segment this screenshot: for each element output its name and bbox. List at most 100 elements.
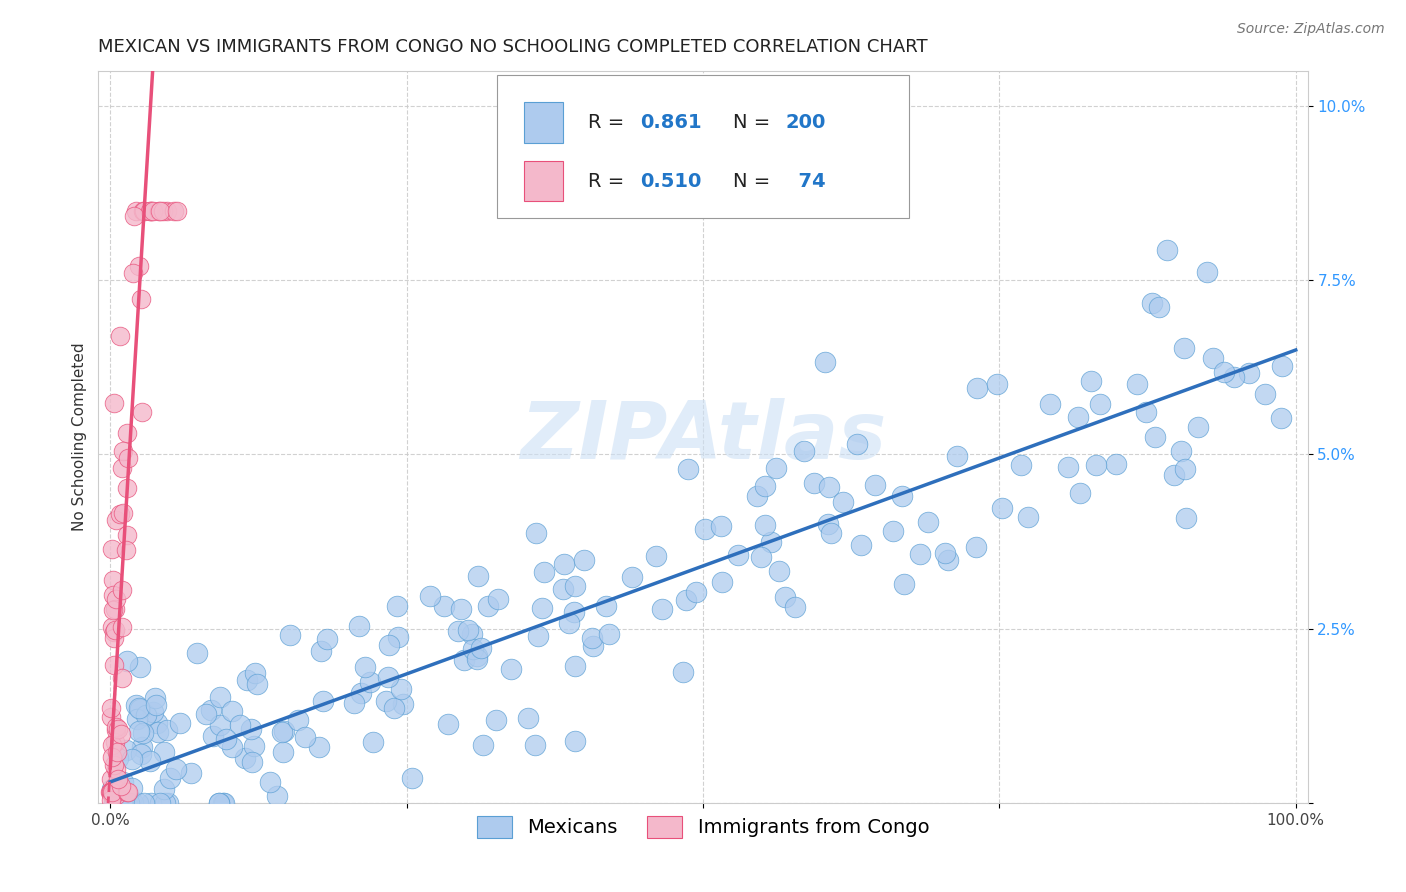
Point	[582, 639, 605, 653]
Point	[117, 451, 139, 466]
Point	[294, 730, 316, 744]
Point	[115, 654, 138, 668]
Point	[467, 569, 489, 583]
Point	[107, 772, 129, 786]
Point	[965, 540, 987, 554]
Point	[934, 546, 956, 560]
Point	[135, 708, 157, 723]
Point	[131, 740, 153, 755]
Point	[278, 628, 301, 642]
Point	[1173, 341, 1195, 355]
Point	[465, 651, 488, 665]
Point	[100, 781, 122, 796]
Point	[125, 203, 148, 218]
Point	[149, 796, 172, 810]
Point	[169, 716, 191, 731]
Point	[117, 796, 139, 810]
Text: ZIPAtlas: ZIPAtlas	[520, 398, 886, 476]
Point	[392, 697, 415, 711]
Point	[727, 548, 749, 562]
Point	[142, 705, 165, 719]
Point	[553, 582, 575, 596]
Point	[104, 601, 127, 615]
Point	[564, 658, 586, 673]
Point	[882, 524, 904, 538]
Point	[1156, 243, 1178, 257]
Point	[695, 523, 717, 537]
Point	[110, 329, 132, 343]
Point	[105, 720, 128, 734]
Point	[516, 711, 538, 725]
Point	[675, 593, 697, 607]
Point	[477, 599, 499, 614]
Point	[111, 796, 134, 810]
Point	[349, 619, 371, 633]
Point	[104, 592, 127, 607]
Point	[153, 781, 176, 796]
Point	[564, 579, 586, 593]
Point	[242, 739, 264, 754]
Point	[246, 677, 269, 691]
Point	[562, 606, 585, 620]
Point	[419, 589, 441, 603]
Point	[214, 731, 236, 746]
Point	[100, 793, 122, 807]
Point	[273, 723, 295, 738]
Point	[103, 624, 125, 638]
Point	[115, 742, 138, 756]
Y-axis label: No Schooling Completed: No Schooling Completed	[72, 343, 87, 532]
Point	[553, 558, 575, 572]
Point	[101, 588, 124, 602]
Point	[153, 745, 176, 759]
Point	[157, 796, 180, 810]
Point	[240, 755, 263, 769]
Point	[343, 696, 366, 710]
Point	[195, 706, 218, 721]
FancyBboxPatch shape	[524, 103, 562, 143]
Point	[1202, 351, 1225, 366]
Point	[104, 723, 127, 737]
Point	[1056, 460, 1078, 475]
Point	[180, 765, 202, 780]
Point	[125, 698, 148, 713]
Point	[1170, 444, 1192, 458]
Point	[159, 771, 181, 785]
Point	[793, 444, 815, 458]
Point	[598, 627, 620, 641]
Point	[139, 203, 162, 218]
Point	[533, 565, 555, 579]
Point	[111, 460, 134, 475]
Point	[112, 444, 135, 458]
Point	[236, 673, 259, 687]
Point	[524, 739, 547, 753]
Point	[117, 481, 139, 495]
Point	[865, 478, 887, 492]
Point	[389, 681, 412, 696]
Legend: Mexicans, Immigrants from Congo: Mexicans, Immigrants from Congo	[467, 806, 939, 848]
Point	[1254, 387, 1277, 401]
Point	[229, 718, 252, 732]
Point	[155, 723, 177, 738]
Point	[316, 632, 339, 646]
Point	[375, 693, 398, 707]
Point	[851, 538, 873, 552]
Point	[524, 526, 547, 541]
Point	[309, 644, 332, 658]
Point	[104, 788, 127, 802]
Point	[1067, 409, 1090, 424]
Point	[461, 641, 484, 656]
Point	[202, 729, 225, 743]
Point	[377, 670, 399, 684]
Point	[917, 515, 939, 529]
Point	[359, 675, 381, 690]
Point	[145, 715, 167, 730]
Point	[100, 785, 122, 799]
Point	[271, 745, 294, 759]
Point	[1085, 458, 1108, 473]
Point	[387, 599, 409, 614]
Point	[461, 627, 484, 641]
Point	[143, 690, 166, 705]
Point	[129, 747, 152, 761]
Point	[115, 528, 138, 542]
Point	[128, 723, 150, 738]
